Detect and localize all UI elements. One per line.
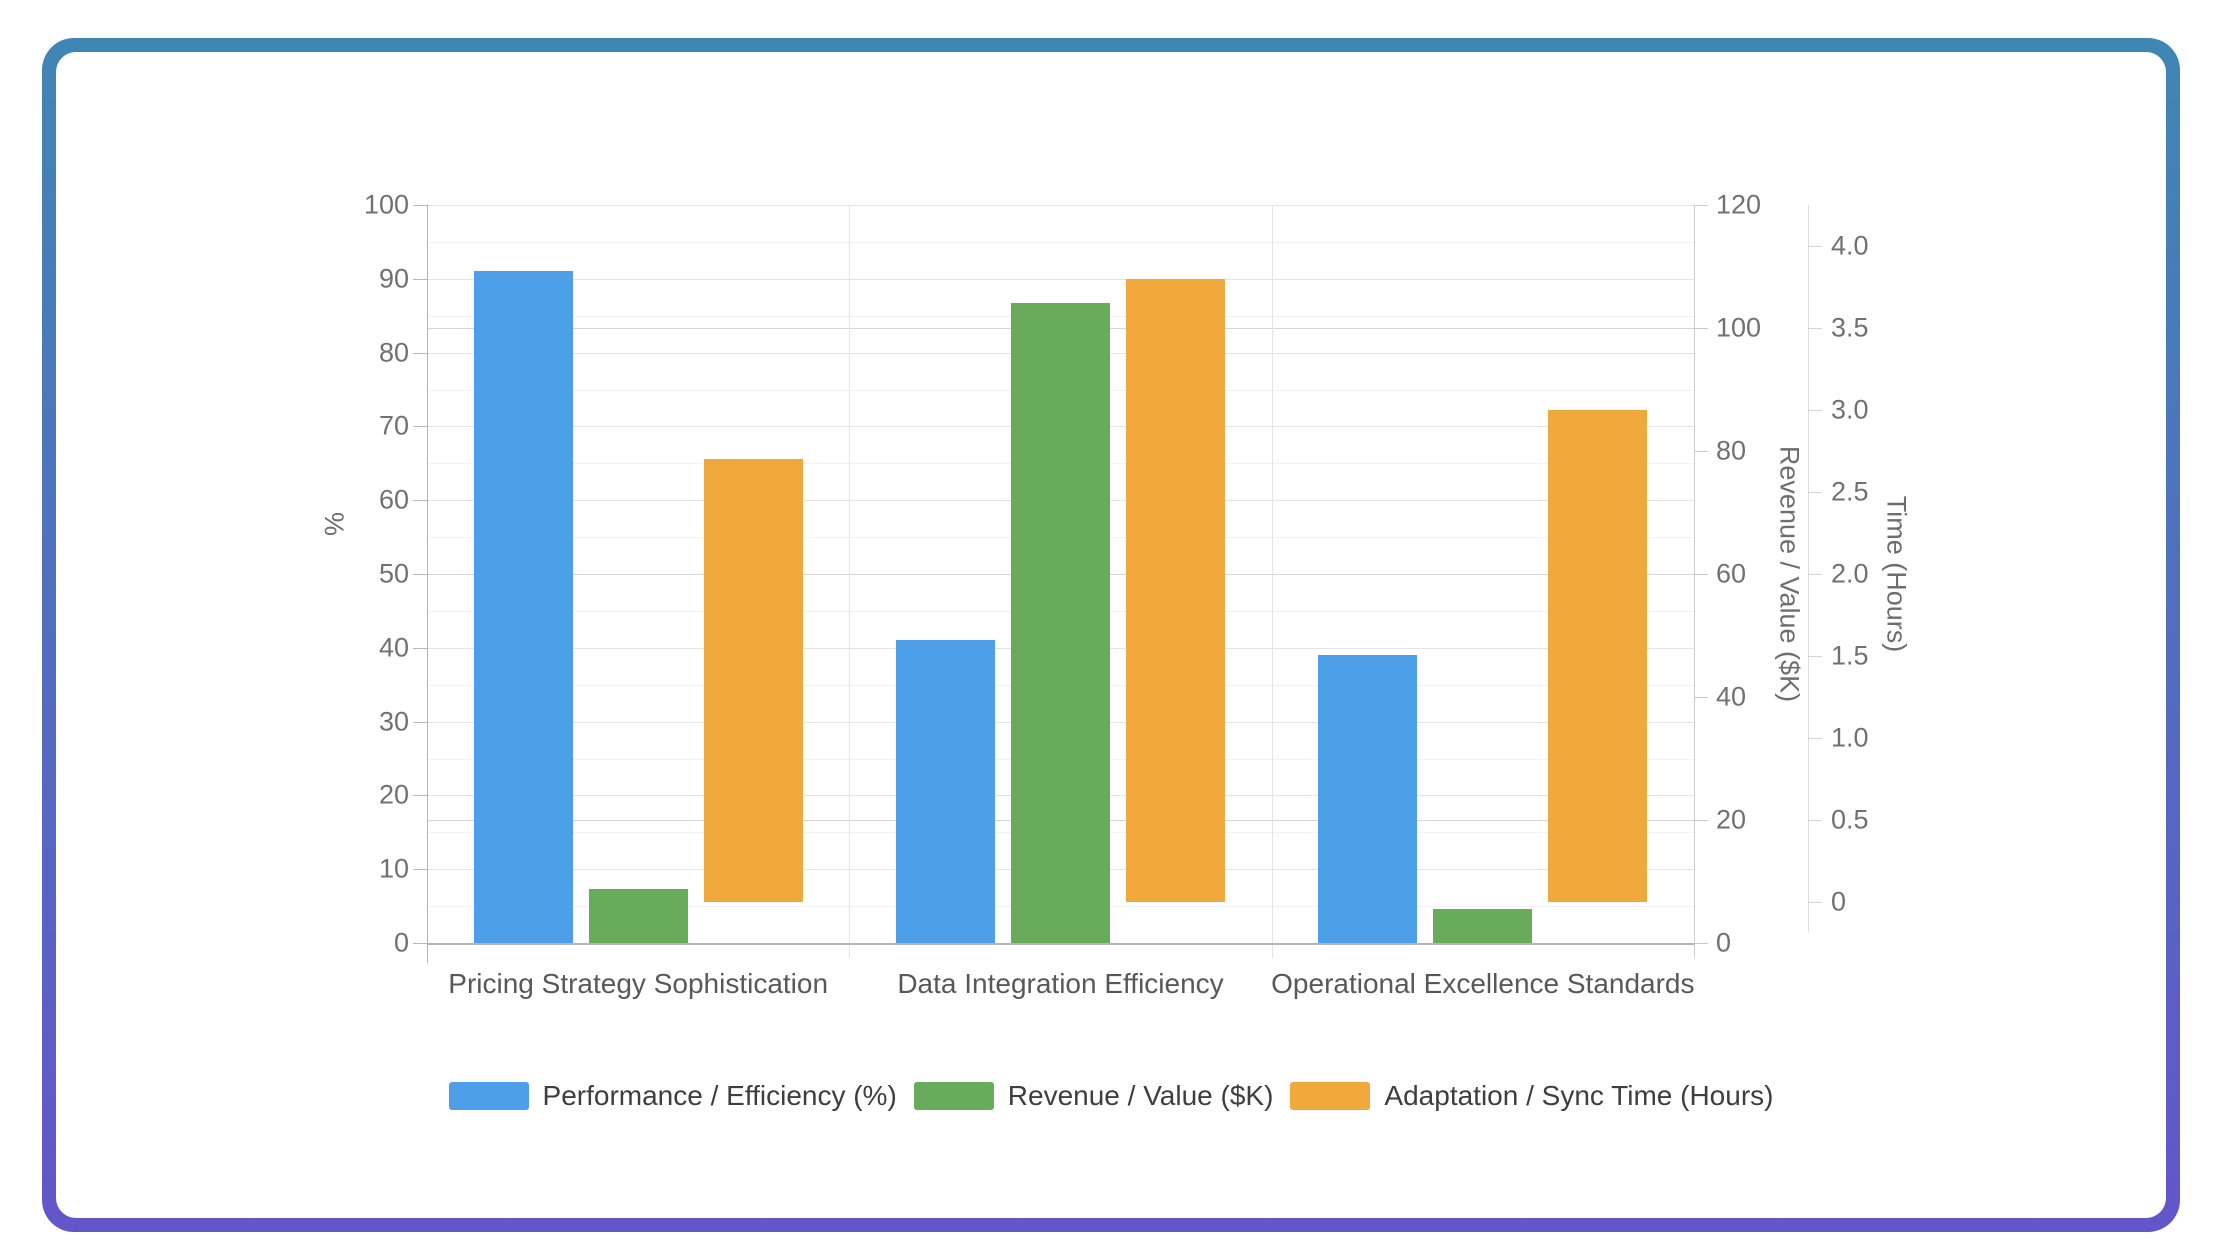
left-axis-tick-label: 70	[378, 410, 409, 441]
left-axis-line	[427, 205, 428, 963]
gridline-minor	[427, 241, 1694, 243]
revenue-axis-tick-label: 0	[1716, 927, 1732, 958]
bar-revenue-category-1[interactable]	[588, 888, 688, 943]
left-axis-tick	[413, 795, 427, 797]
time-axis-tick	[1808, 902, 1822, 903]
revenue-axis-tick	[1694, 574, 1708, 575]
revenue-axis-tick	[1694, 451, 1708, 452]
left-axis-tick	[413, 500, 427, 502]
revenue-axis-tick-label: 100	[1716, 312, 1762, 343]
revenue-axis-tick-label: 20	[1716, 804, 1747, 835]
category-separator-line	[1271, 205, 1273, 958]
time-axis-tick	[1808, 410, 1822, 411]
time-axis-tick-label: 2.0	[1831, 558, 1869, 589]
time-axis-tick	[1808, 246, 1822, 247]
bar-percent-category-1[interactable]	[473, 271, 573, 943]
y-axis-title-revenue: Revenue / Value ($K)	[1774, 445, 1805, 703]
left-axis-tick	[413, 426, 427, 428]
time-axis-tick-label: 3.0	[1831, 394, 1869, 425]
x-axis-category-label: Operational Excellence Standards	[1271, 968, 1695, 999]
left-axis-tick	[413, 869, 427, 871]
gridline-major	[427, 205, 1694, 206]
left-axis-tick-label: 30	[378, 706, 409, 737]
revenue-axis-tick	[1694, 943, 1708, 944]
time-axis-tick-label: 4.0	[1831, 230, 1869, 261]
plot-right-border	[1694, 205, 1695, 958]
gridline-major	[427, 278, 1694, 280]
left-axis-tick-label: 0	[393, 927, 409, 958]
revenue-axis-tick-label: 80	[1716, 435, 1747, 466]
time-axis-tick-label: 2.5	[1831, 476, 1869, 507]
legend: Performance / Efficiency (%) Revenue / Va…	[56, 1074, 2166, 1118]
time-axis-tick	[1808, 328, 1822, 329]
legend-label: Revenue / Value ($K)	[1007, 1080, 1274, 1111]
revenue-axis-tick-label: 60	[1716, 558, 1747, 589]
time-axis-tick	[1808, 492, 1822, 493]
legend-swatch-percent	[448, 1082, 529, 1110]
time-axis-line	[1808, 205, 1809, 932]
revenue-axis-tick	[1694, 328, 1708, 329]
y-axis-title-time: Time (Hours)	[1881, 495, 1912, 653]
legend-item-percent[interactable]: Performance / Efficiency (%)	[448, 1080, 897, 1112]
time-axis-tick-label: 1.5	[1831, 640, 1869, 671]
left-axis-tick	[413, 352, 427, 354]
revenue-axis-tick-label: 40	[1716, 681, 1747, 712]
left-axis-tick-label: 40	[378, 632, 409, 663]
legend-item-time[interactable]: Adaptation / Sync Time (Hours)	[1290, 1080, 1773, 1112]
bar-revenue-category-2[interactable]	[1011, 303, 1110, 943]
revenue-axis-tick	[1694, 820, 1708, 821]
left-axis-tick	[413, 943, 427, 944]
time-axis-tick	[1808, 738, 1822, 739]
x-axis-category-label: Pricing Strategy Sophistication	[448, 968, 829, 999]
left-axis-tick	[413, 647, 427, 649]
revenue-axis-tick	[1694, 697, 1708, 698]
revenue-axis-tick-label: 120	[1716, 189, 1762, 220]
chart-canvas: 0 10 20 30 40 50 60 70 80 90 100 0 20 40 60 80 100 120 0 0.…	[56, 52, 2166, 1218]
time-axis-tick-label: 1.0	[1831, 722, 1869, 753]
left-axis-tick	[413, 278, 427, 280]
time-axis-tick-label: 0	[1831, 886, 1847, 917]
legend-swatch-revenue	[913, 1082, 994, 1110]
left-axis-tick-label: 80	[378, 337, 409, 368]
revenue-axis-tick	[1694, 205, 1708, 206]
category-separator-line	[849, 205, 851, 958]
bar-percent-category-3[interactable]	[1318, 655, 1418, 943]
gradient-border-frame: 0 10 20 30 40 50 60 70 80 90 100 0 20 40 60 80 100 120 0 0.…	[42, 38, 2180, 1232]
time-axis-tick	[1808, 656, 1822, 657]
legend-swatch-time	[1290, 1082, 1371, 1110]
legend-label: Adaptation / Sync Time (Hours)	[1384, 1080, 1774, 1111]
time-axis-tick	[1808, 820, 1822, 821]
legend-item-revenue[interactable]: Revenue / Value ($K)	[913, 1080, 1274, 1112]
left-axis-tick-label: 10	[378, 853, 409, 884]
left-axis-tick-label: 90	[378, 263, 409, 294]
left-axis-tick-label: 20	[378, 779, 409, 810]
left-axis-tick	[413, 574, 427, 575]
legend-label: Performance / Efficiency (%)	[542, 1080, 897, 1111]
left-axis-tick-label: 50	[378, 558, 409, 589]
bar-time-category-3[interactable]	[1548, 410, 1648, 902]
time-axis-tick-label: 3.5	[1831, 312, 1869, 343]
time-axis-tick-label: 0.5	[1831, 804, 1869, 835]
left-axis-tick	[413, 721, 427, 723]
left-axis-tick-label: 100	[363, 189, 409, 220]
time-axis-tick	[1808, 574, 1822, 575]
bar-percent-category-2[interactable]	[896, 640, 995, 943]
bar-revenue-category-3[interactable]	[1433, 909, 1533, 943]
x-axis-baseline	[427, 943, 1694, 945]
bar-time-category-1[interactable]	[703, 459, 803, 902]
bar-time-category-2[interactable]	[1126, 278, 1225, 902]
x-axis-category-label: Data Integration Efficiency	[897, 968, 1224, 999]
left-axis-tick	[413, 205, 427, 206]
y-axis-title-percent: %	[319, 511, 350, 537]
left-axis-tick-label: 60	[378, 484, 409, 515]
